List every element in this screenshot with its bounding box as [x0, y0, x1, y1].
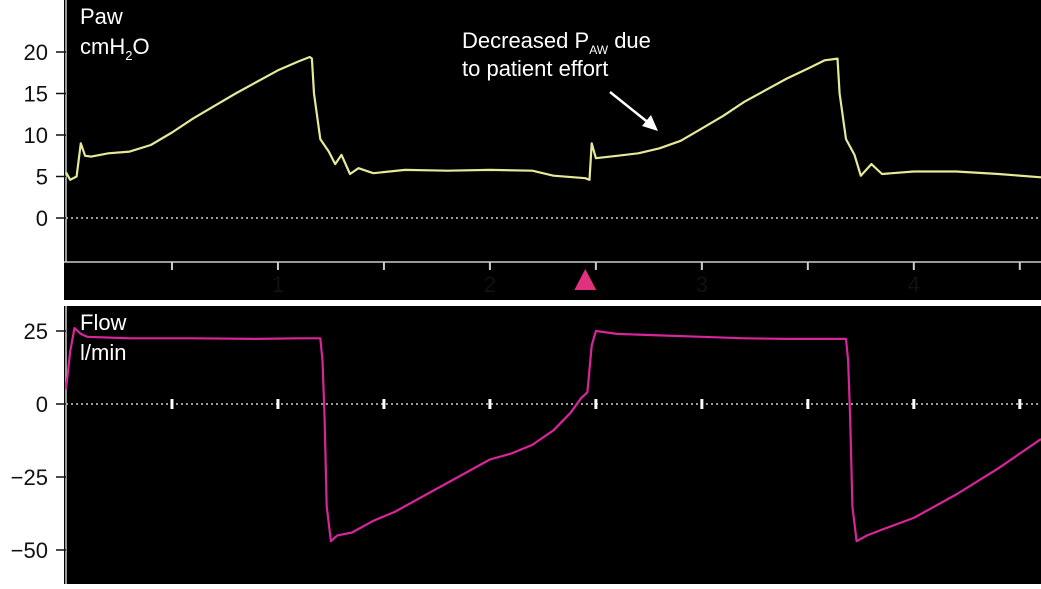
flow-y-tick-label: 0 [36, 392, 48, 417]
flow-zero-tick [594, 399, 598, 409]
paw-x-tick-label: 3 [696, 272, 708, 297]
flow-unit-label: l/min [80, 340, 126, 365]
flow-zero-tick [806, 399, 810, 409]
flow-panel-label: Flow [80, 310, 127, 335]
paw-panel-label: Paw [80, 4, 123, 29]
paw-y-ticks: 20 15 10 5 0 [24, 40, 66, 231]
paw-y-tick-label: 0 [36, 206, 48, 231]
patient-trigger-marker-icon [574, 269, 597, 290]
paw-panel-background [64, 0, 1041, 300]
flow-zero-tick [912, 399, 916, 409]
flow-series-line [64, 327, 1041, 543]
annotation-arrow-icon [609, 91, 658, 131]
panel-separator [64, 300, 1041, 306]
flow-chart: 25 0 −25 −50 Flow l/min [11, 306, 1041, 584]
flow-zero-tick [1018, 399, 1022, 409]
flow-zero-tick [170, 399, 174, 409]
flow-zero-tick [382, 399, 386, 409]
flow-zero-line-ticks [170, 399, 1022, 409]
paw-series-line [65, 55, 1041, 181]
flow-zero-tick [700, 399, 704, 409]
paw-y-tick-label: 5 [36, 165, 48, 190]
flow-panel-background [64, 306, 1041, 584]
paw-unit-label: cmH2O [80, 34, 150, 63]
paw-y-tick-label: 20 [24, 40, 48, 65]
flow-zero-tick [276, 399, 280, 409]
paw-annotation-line1: Decreased PAW due [462, 28, 651, 57]
paw-x-ticks: 1 2 3 4 [170, 262, 1021, 297]
flow-y-tick-label: 25 [24, 319, 48, 344]
flow-y-ticks: 25 0 −25 −50 [11, 319, 66, 563]
paw-annotation-line2: to patient effort [462, 56, 608, 81]
paw-y-tick-label: 10 [24, 123, 48, 148]
paw-x-tick-label: 2 [484, 272, 496, 297]
flow-zero-tick [488, 399, 492, 409]
flow-y-tick-label: −25 [11, 465, 48, 490]
paw-chart: 20 15 10 5 0 1 2 3 4 Paw cmH2O Decreased PAW du… [24, 0, 1041, 297]
paw-x-tick-label: 1 [272, 272, 284, 297]
flow-y-tick-label: −50 [11, 538, 48, 563]
paw-x-tick-label: 4 [908, 272, 920, 297]
paw-y-tick-label: 15 [24, 82, 48, 107]
